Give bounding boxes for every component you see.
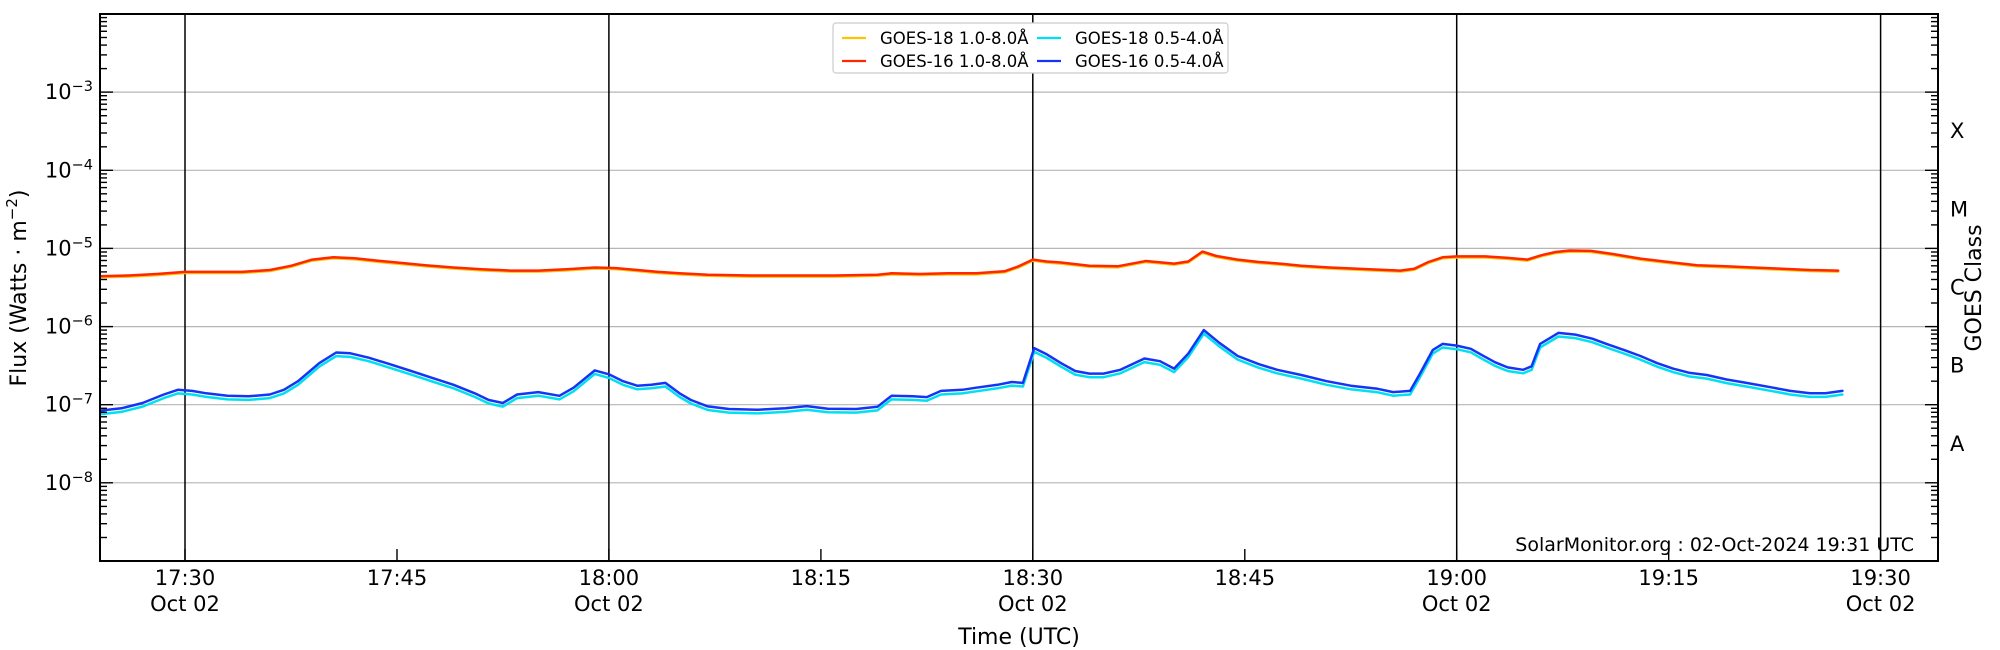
xtick-label-18:15: 18:15 [791, 566, 852, 590]
legend-label-1: GOES-16 1.0-8.0Å [880, 52, 1029, 71]
y-axis-title: Flux (Watts · m−2) [3, 190, 32, 387]
plot-border [99, 13, 1939, 562]
goes-class-label-X: X [1950, 119, 1964, 143]
xtick-label-19:30: 19:30 [1850, 566, 1911, 590]
xtick-label-18:30: 18:30 [1003, 566, 1064, 590]
goes-class-label-B: B [1950, 354, 1964, 378]
legend: GOES-18 1.0-8.0Å GOES-16 1.0-8.0Å GOES-18 … [832, 22, 1229, 74]
legend-label-2: GOES-18 0.5-4.0Å [1075, 29, 1224, 48]
legend-item-3: GOES-16 0.5-4.0Å [1037, 52, 1224, 71]
legend-item-2: GOES-18 0.5-4.0Å [1037, 29, 1224, 48]
xtick-date-19:30: Oct 02 [1846, 592, 1916, 616]
xtick-label-19:00: 19:00 [1426, 566, 1487, 590]
x-axis-title: Time (UTC) [957, 625, 1080, 650]
xtick-label-17:45: 17:45 [367, 566, 428, 590]
xtick-label-18:45: 18:45 [1215, 566, 1276, 590]
ytick-label--4: 10−4 [45, 157, 93, 182]
legend-item-1: GOES-16 1.0-8.0Å [842, 52, 1029, 71]
ytick-label--8: 10−8 [45, 470, 93, 495]
legend-item-0: GOES-18 1.0-8.0Å [842, 29, 1029, 48]
legend-box [832, 22, 1229, 74]
xtick-label-17:30: 17:30 [155, 566, 216, 590]
curves-group [100, 249, 1844, 416]
goes-class-label-M: M [1950, 197, 1968, 221]
series-curve-2 [100, 332, 1844, 416]
ytick-label--7: 10−7 [45, 392, 93, 417]
legend-label-3: GOES-16 0.5-4.0Å [1075, 52, 1224, 71]
goes-class-label-C: C [1950, 276, 1965, 300]
xtick-date-19:00: Oct 02 [1422, 592, 1492, 616]
xtick-label-18:00: 18:00 [579, 566, 640, 590]
xtick-date-18:30: Oct 02 [998, 592, 1068, 616]
ytick-label--5: 10−5 [45, 235, 93, 260]
xtick-date-18:00: Oct 02 [574, 592, 644, 616]
ytick-label--6: 10−6 [45, 314, 93, 339]
xtick-date-17:30: Oct 02 [150, 592, 220, 616]
series-curve-3 [100, 328, 1844, 412]
watermark-text: SolarMonitor.org : 02-Oct-2024 19:31 UTC [1515, 534, 1914, 556]
series-curve-1 [100, 249, 1840, 278]
tick-marks [100, 16, 1938, 561]
legend-label-0: GOES-18 1.0-8.0Å [880, 29, 1029, 48]
right-axis-title: GOES Class [1962, 224, 1987, 351]
xtick-label-19:15: 19:15 [1638, 566, 1699, 590]
goes-class-label-A: A [1950, 432, 1965, 456]
ytick-label--3: 10−3 [45, 79, 93, 104]
